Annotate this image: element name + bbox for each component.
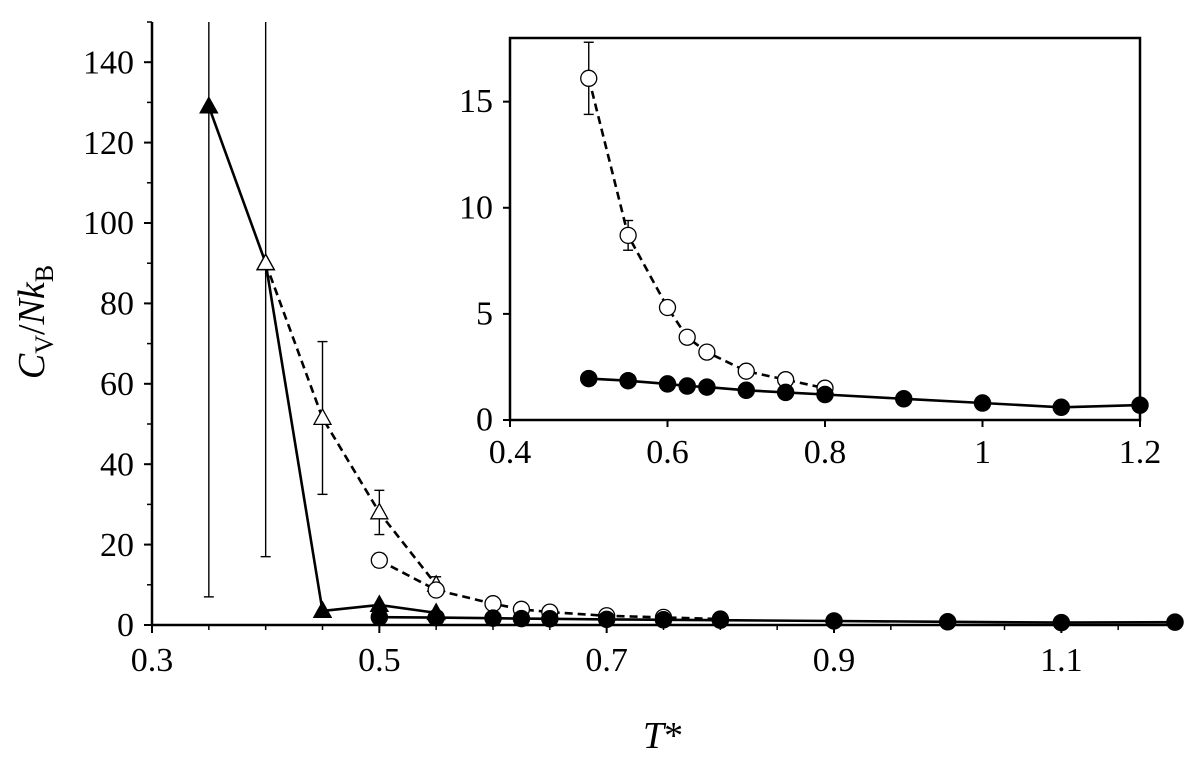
main-filled-circle-point: [938, 613, 957, 631]
main-filled-triangle-point: [199, 95, 219, 114]
y-axis-label: CV/NkB: [11, 265, 59, 379]
inset-series-1: [580, 41, 834, 397]
inset-filled-circle-point: [580, 369, 598, 388]
inset-x-tick-label: 1.2: [1119, 434, 1162, 471]
main-x-tick-label: 0.9: [813, 642, 856, 679]
inset-filled-circle-point: [698, 378, 716, 396]
main-open-triangle-point: [369, 502, 389, 520]
main-filled-circle-point: [1166, 613, 1184, 631]
main-y-tick-label: 120: [83, 125, 134, 162]
inset-x-tick-label: 0.4: [489, 434, 532, 471]
inset-x-tick-label: 1: [974, 434, 991, 471]
inset-open-circle-point: [698, 343, 716, 361]
inset-filled-circle-point: [619, 371, 637, 390]
inset-filled-circle-point: [678, 377, 696, 395]
main-y-tick-label: 100: [83, 205, 134, 242]
main-x-tick-label: 1.1: [1040, 642, 1083, 679]
inset-filled-circle-point: [895, 390, 913, 408]
inset-y-tick-label: 0: [476, 402, 493, 439]
main-x-tick-label: 0.7: [585, 642, 628, 679]
main-filled-triangle-point: [312, 600, 333, 619]
inset-open-circle-point: [619, 226, 637, 245]
main-filled-circle-point: [541, 610, 559, 628]
inset-open-circle-point: [737, 362, 755, 380]
main-y-tick-label: 20: [100, 527, 134, 564]
inset-x-tick-label: 0.8: [804, 434, 847, 471]
x-axis-label: T*: [643, 715, 683, 757]
inset-open-circle-point: [658, 298, 677, 317]
main-filled-circle-point: [484, 609, 502, 627]
main-series-1: [199, 22, 446, 621]
main-y-tick-label: 0: [117, 607, 134, 644]
main-y-tick-label: 60: [100, 366, 134, 403]
inset-open-circle-point: [580, 69, 598, 87]
main-filled-circle-point: [597, 610, 616, 629]
main-y-tick-label: 140: [83, 44, 134, 81]
main-filled-circle-point: [825, 612, 843, 630]
main-filled-circle-point: [427, 608, 445, 627]
main-series-4: [370, 608, 1184, 632]
inset-y-tick-label: 5: [476, 295, 493, 332]
main-open-triangle-point: [312, 407, 333, 425]
inset-filled-circle-point: [816, 385, 834, 404]
main-filled-circle-point: [711, 611, 730, 629]
main-y-tick-label: 40: [100, 446, 134, 483]
main-open-triangle-point: [256, 252, 276, 271]
inset-plot-frame: [508, 36, 1142, 422]
inset-y-tick-label: 15: [459, 83, 493, 120]
main-open-circle-point: [370, 551, 388, 569]
main-open-circle-point: [427, 581, 445, 599]
inset-filled-circle-point: [973, 394, 992, 412]
main-x-tick-label: 0.5: [358, 642, 401, 679]
inset-y-tick-label: 10: [459, 189, 493, 226]
inset-filled-circle-point: [1131, 396, 1149, 414]
main-y-tick-label: 80: [100, 286, 134, 323]
main-filled-circle-point: [370, 608, 389, 626]
main-series-2: [256, 252, 446, 594]
main-filled-circle-point: [512, 609, 531, 628]
inset-open-circle-point: [678, 328, 696, 346]
main-filled-circle-point: [1052, 613, 1071, 632]
inset-filled-circle-point: [658, 375, 677, 393]
main-x-tick-label: 0.3: [131, 642, 174, 679]
inset-x-tick-label: 0.6: [646, 434, 689, 471]
inset-series-2: [580, 369, 1149, 417]
main-series-line: [264, 262, 438, 586]
main-filled-circle-point: [654, 611, 673, 629]
inset-panel: 0.4 0.6 0.8 1 1.2 0 5 10 15: [459, 36, 1162, 471]
inset-filled-circle-point: [737, 381, 755, 400]
inset-filled-circle-point: [776, 383, 795, 402]
main-series-line: [379, 615, 1176, 624]
inset-filled-circle-point: [1052, 398, 1070, 417]
main-open-circle-point: [484, 595, 502, 613]
